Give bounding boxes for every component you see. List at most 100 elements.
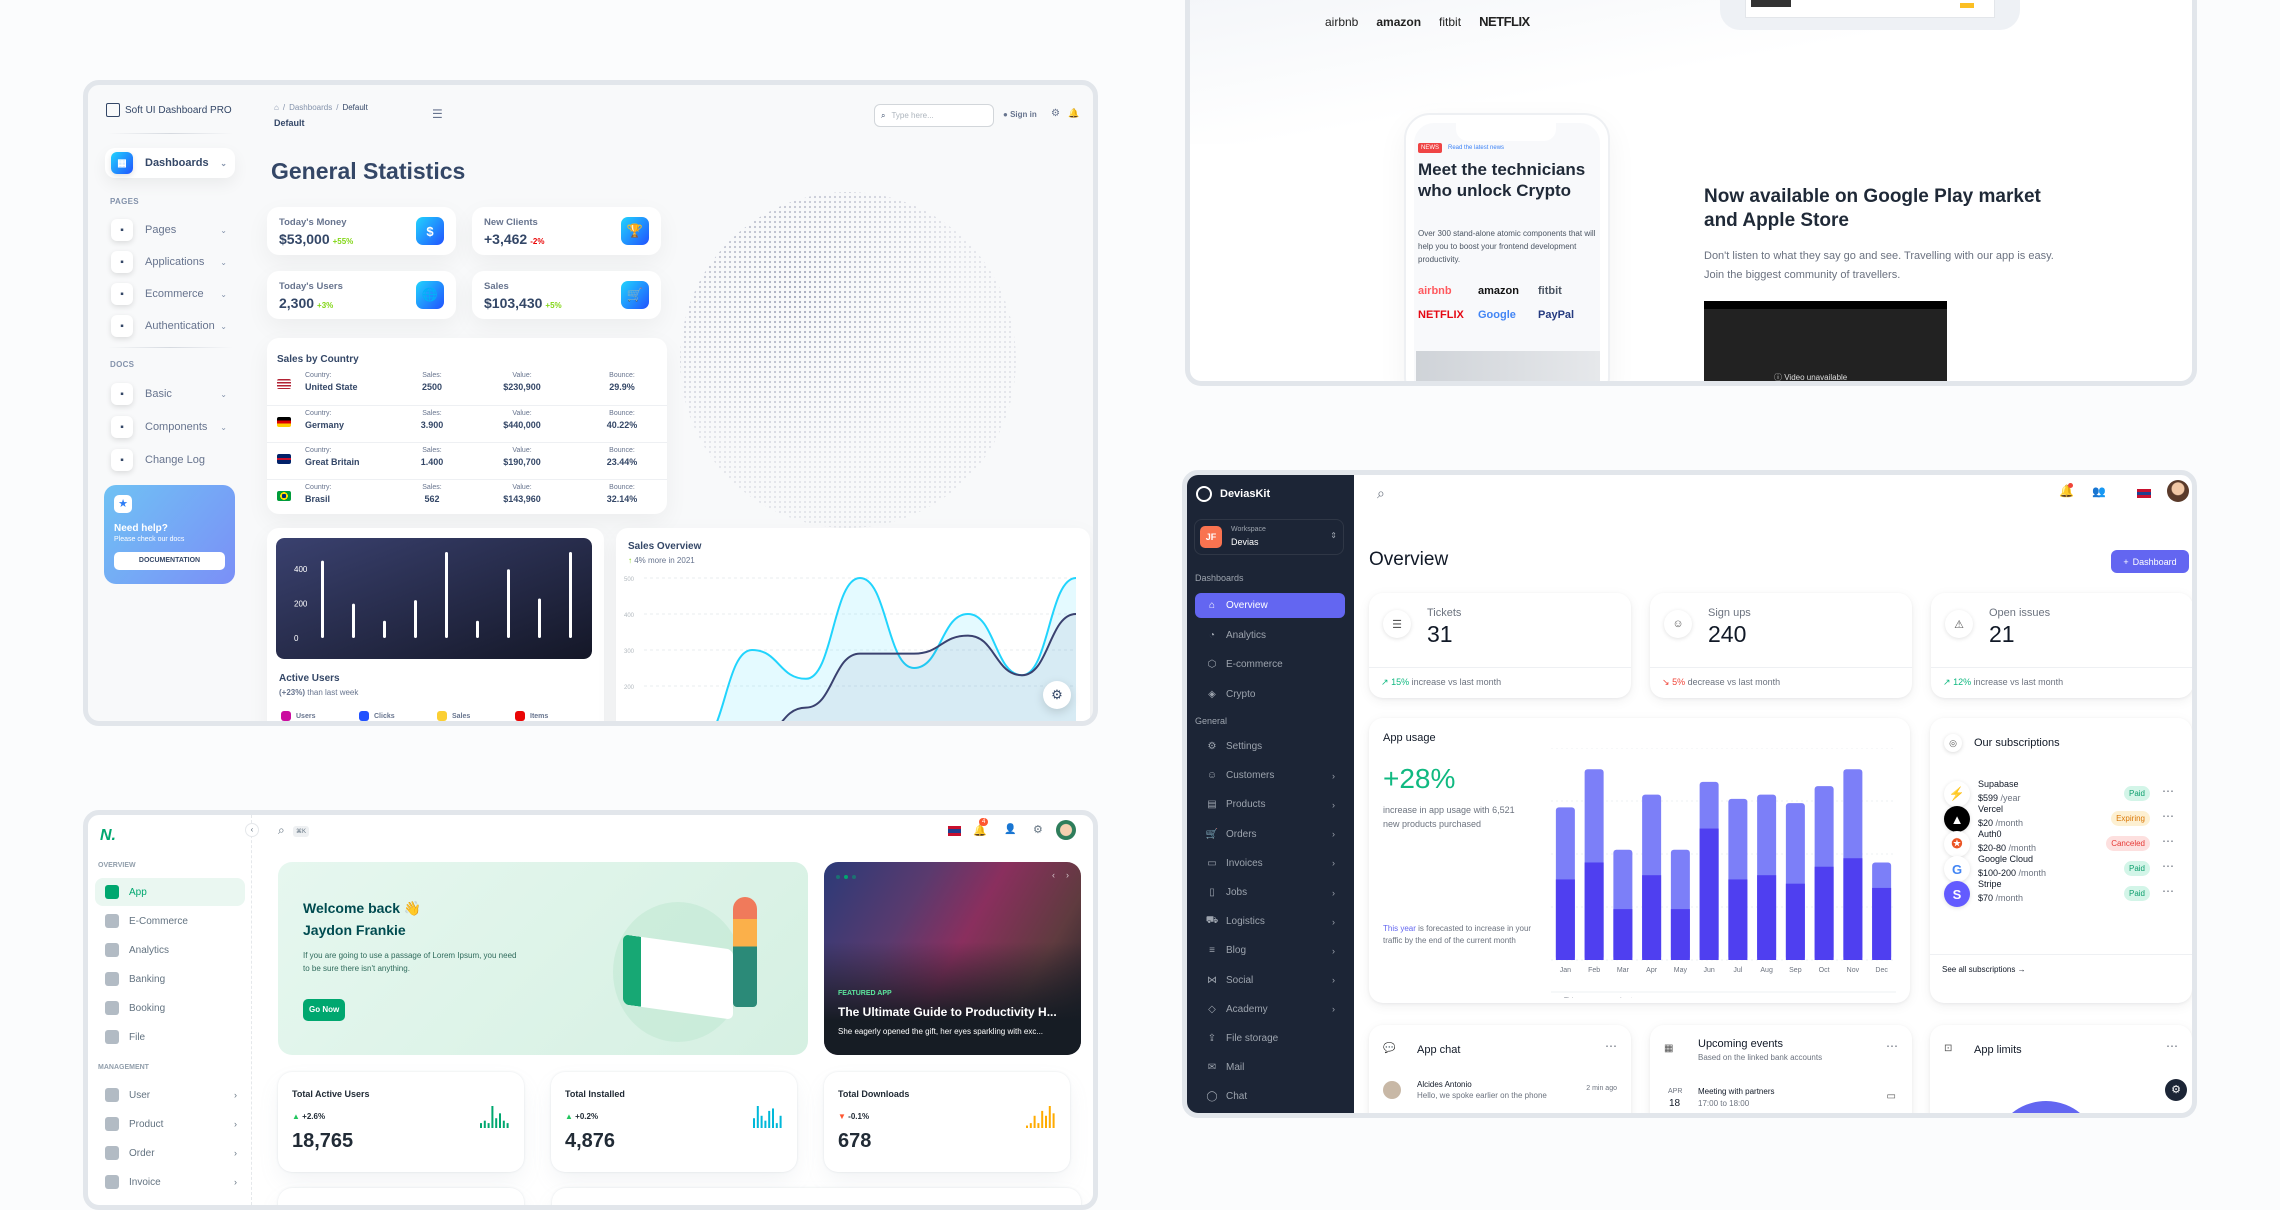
settings-fab[interactable]: ⚙	[1043, 681, 1071, 709]
sidebar-item[interactable]: Invoice ›	[95, 1168, 245, 1196]
sidebar-item[interactable]: Analytics	[95, 936, 245, 964]
collapse-sidebar-button[interactable]: ‹	[245, 823, 259, 837]
sidebar-item[interactable]: ◇ Academy ›	[1195, 997, 1345, 1022]
home-icon[interactable]: ⌂	[274, 103, 279, 112]
sidebar-item[interactable]: ⇪File storage›	[1195, 1026, 1345, 1051]
sidebar-item[interactable]: ⛟ Logistics ›	[1195, 909, 1345, 934]
sidebar-item[interactable]: ▪ Authentication ⌄	[105, 311, 235, 341]
sidebar-item[interactable]: ▪Change Log⌄	[105, 445, 235, 475]
hamburger-icon[interactable]: ☰	[432, 107, 443, 121]
table-row[interactable]: Country: Brasil Sales: 562 Value: $143,960 …	[267, 479, 667, 516]
table-row[interactable]: Country: United State Sales: 2500 Value: $2…	[267, 368, 667, 405]
sidebar-item[interactable]: ⚙Settings›	[1195, 734, 1345, 759]
avatar[interactable]	[1056, 820, 1076, 840]
sidebar-item[interactable]: ◯Chat›	[1195, 1084, 1345, 1109]
sidebar-item[interactable]: Product ›	[95, 1110, 245, 1138]
sidebar-item[interactable]: ✉Mail›	[1195, 1055, 1345, 1080]
more-options-icon[interactable]: ⋯	[2166, 1039, 2178, 1053]
gear-icon[interactable]: ⚙	[1051, 108, 1060, 119]
next-arrow-icon[interactable]: ›	[1066, 870, 1069, 880]
sidebar-item[interactable]: ▪ Applications ⌄	[105, 247, 235, 277]
message-preview[interactable]: Hello, we spoke earlier on the phone	[1417, 1091, 1547, 1100]
prev-arrow-icon[interactable]: ‹	[1052, 870, 1055, 880]
change-value: +0.2%	[575, 1112, 599, 1121]
sidebar-item[interactable]: ▯ Jobs ›	[1195, 880, 1345, 905]
sign-in-link[interactable]: ● Sign in	[1003, 110, 1037, 119]
sidebar-item[interactable]: Order ›	[95, 1139, 245, 1167]
sidebar-item[interactable]: Banking	[95, 965, 245, 993]
more-options-icon[interactable]: ⋯	[1886, 1039, 1898, 1053]
sidebar-item[interactable]: ≡ Blog ›	[1195, 938, 1345, 963]
sidebar-item[interactable]: Booking	[95, 994, 245, 1022]
table-row[interactable]: Country: Germany Sales: 3.900 Value: $440,0…	[267, 405, 667, 442]
sidebar-item[interactable]: App	[95, 878, 245, 906]
event-title[interactable]: Meeting with partners	[1698, 1087, 1775, 1096]
search-input[interactable]: ⌕ Type here...	[874, 104, 994, 127]
more-options-icon[interactable]: ⋯	[1605, 1039, 1617, 1053]
sidebar-item[interactable]: 🛒 Orders ›	[1195, 822, 1345, 847]
stat-number: $53,000	[279, 231, 330, 247]
sidebar-item[interactable]: ▪ Basic ⌄	[105, 379, 235, 409]
breadcrumb-link[interactable]: Dashboards	[289, 103, 333, 112]
sidebar-item[interactable]: File	[95, 1023, 245, 1051]
subscription-row[interactable]: S Stripe $70 /month Paid ⋯	[1944, 877, 2178, 917]
sidebar-item[interactable]: ▤ Products ›	[1195, 792, 1345, 817]
language-flag-icon[interactable]	[2137, 489, 2151, 498]
subscription-row[interactable]: ⚡ Supabase $599 /year Paid ⋯	[1944, 777, 2178, 817]
sidebar-item[interactable]: ◈ Crypto	[1195, 682, 1345, 707]
sidebar-item[interactable]: ☺ Customers ›	[1195, 763, 1345, 788]
featured-title[interactable]: The Ultimate Guide to Productivity H...	[838, 1005, 1057, 1019]
sidebar-item-dashboards[interactable]: ▦ Dashboards ⌄	[105, 148, 235, 178]
language-flag-icon[interactable]	[948, 826, 961, 836]
period: /month	[1993, 893, 2024, 903]
sidebar-item[interactable]: ▪ Ecommerce ⌄	[105, 279, 235, 309]
subscription-row[interactable]: ✪ Auth0 $20-80 /month Canceled ⋯	[1944, 827, 2178, 867]
subscription-row[interactable]: G Google Cloud $100-200 /month Paid ⋯	[1944, 852, 2178, 892]
more-options-icon[interactable]: ⋯	[2162, 809, 2174, 823]
gear-icon[interactable]: ⚙	[1033, 824, 1043, 836]
more-options-icon[interactable]: ⋯	[2162, 834, 2174, 848]
contacts-icon[interactable]: 👥	[2092, 486, 2106, 498]
bell-icon[interactable]: 🔔	[1068, 108, 1080, 118]
brand[interactable]: DeviasKit	[1196, 486, 1270, 502]
sidebar-item[interactable]: ⋈ Social ›	[1195, 968, 1345, 993]
bell-icon[interactable]: 🔔 4	[973, 818, 989, 837]
sidebar-item[interactable]: ◔ Analytics	[1195, 623, 1345, 648]
documentation-button[interactable]: DOCUMENTATION	[114, 552, 225, 570]
search-icon[interactable]: ⌕	[278, 823, 285, 837]
featured-app-carousel[interactable]: ‹ › FEATURED APP The Ultimate Guide to P…	[824, 862, 1081, 1055]
nav-icon	[105, 1175, 119, 1189]
go-now-button[interactable]: Go Now	[303, 999, 346, 1021]
calendar-icon[interactable]: ▭	[1886, 1091, 1896, 1102]
sidebar-item[interactable]: E-Commerce	[95, 907, 245, 935]
brand[interactable]: Soft UI Dashboard PRO	[106, 103, 232, 117]
stat-change: +55%	[332, 237, 354, 246]
sidebar-item[interactable]: ⬡ E-commerce	[1195, 652, 1345, 677]
sidebar-item[interactable]: ▭ Invoices ›	[1195, 851, 1345, 876]
sidebar-item[interactable]: ⌂ Overview	[1195, 593, 1345, 618]
search-icon[interactable]: ⌕	[1377, 485, 1385, 501]
see-all-subscriptions-link[interactable]: See all subscriptions →	[1942, 965, 2026, 974]
subscription-row[interactable]: ▲ Vercel $20 /month Expiring ⋯	[1944, 802, 2178, 842]
stat-label: Open issues	[1989, 607, 2051, 619]
more-options-icon[interactable]: ⋯	[2162, 784, 2174, 798]
workspace-switcher[interactable]: JF Workspace Devias ⇕	[1194, 519, 1344, 555]
news-link[interactable]: Read the latest news	[1448, 145, 1505, 151]
contacts-icon[interactable]: 👤	[1004, 824, 1017, 835]
sidebar-item[interactable]: User ›	[95, 1081, 245, 1109]
more-options-icon[interactable]: ⋯	[2162, 884, 2174, 898]
sidebar-item[interactable]: ▪ Pages ⌄	[105, 215, 235, 245]
bell-icon[interactable]: 🔔	[2059, 483, 2074, 498]
settings-fab[interactable]: ⚙	[2165, 1079, 2187, 1101]
amazon-logo: amazon	[1376, 14, 1422, 29]
video-player[interactable]: ⓘ Video unavailable	[1704, 301, 1947, 381]
table-row[interactable]: Country: Great Britain Sales: 1.400 Value:…	[267, 442, 667, 479]
spark-bar	[483, 1120, 486, 1128]
sidebar-item[interactable]: ▪ Components ⌄	[105, 412, 235, 442]
more-options-icon[interactable]: ⋯	[2162, 859, 2174, 873]
add-dashboard-button[interactable]: + Dashboard	[2111, 550, 2189, 573]
carousel-dots[interactable]	[836, 875, 856, 879]
avatar[interactable]	[2167, 480, 2189, 502]
stat-value: 18,765	[292, 1130, 354, 1152]
logo-icon[interactable]: N.	[100, 827, 116, 844]
